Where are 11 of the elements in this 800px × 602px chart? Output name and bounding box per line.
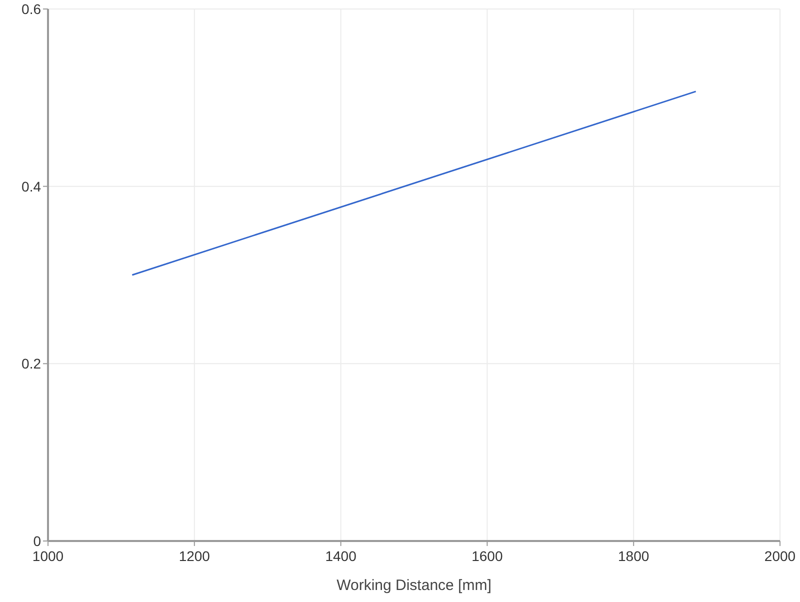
x-axis-title: Working Distance [mm] xyxy=(336,577,492,594)
x-tick-label: 1400 xyxy=(325,548,357,564)
x-tick-label: 1200 xyxy=(178,548,210,564)
x-tick-label: 1800 xyxy=(618,548,650,564)
y-tick-label: 0.4 xyxy=(22,178,42,194)
x-tick-label: 1600 xyxy=(472,548,503,564)
y-tick-label: 0.6 xyxy=(22,1,42,17)
y-tick-label: 0 xyxy=(33,533,42,549)
x-tick-label: 1000 xyxy=(32,548,64,564)
y-tick-label: 0.2 xyxy=(22,356,42,372)
x-tick-label: 2000 xyxy=(764,548,796,564)
